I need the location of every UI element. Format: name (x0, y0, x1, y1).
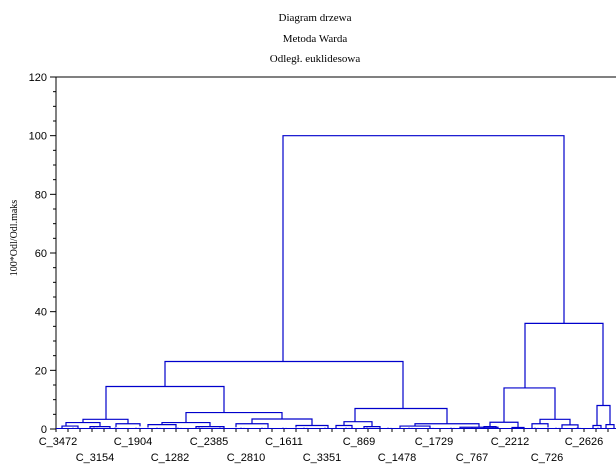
leaf-label: C_1904 (114, 436, 153, 448)
dendrogram-link (251, 418, 313, 426)
dendrogram-link (399, 425, 431, 429)
dendrogram-link (539, 418, 571, 425)
y-axis: 0 20 40 60 80 100 120 (29, 72, 616, 436)
dendrogram-link (592, 424, 602, 429)
leaf-label: C_2385 (190, 436, 229, 448)
leaf-label: C_3472 (39, 436, 78, 448)
chart-title: Diagram drzewa Metoda Warda Odległ. eukl… (270, 12, 361, 65)
dendrogram-link (61, 425, 79, 429)
dendrogram-link (503, 387, 556, 423)
title-line-2: Metoda Warda (283, 33, 348, 45)
dendrogram-link (483, 426, 497, 429)
dendrogram-link (605, 424, 615, 429)
dendrogram-link (105, 385, 225, 420)
title-line-1: Diagram drzewa (279, 12, 352, 24)
leaf-label: C_726 (531, 452, 563, 464)
y-tick-label: 0 (41, 424, 47, 436)
dendrogram-tree (56, 135, 616, 429)
leaf-label: C_869 (343, 436, 375, 448)
y-tick-label: 60 (35, 248, 47, 260)
y-tick-label: 120 (29, 72, 47, 84)
dendrogram-link (282, 135, 565, 362)
y-tick-label: 100 (29, 131, 47, 143)
dendrogram-link (596, 404, 611, 426)
leaf-label: C_2810 (227, 452, 266, 464)
leaf-label: C_1729 (415, 436, 454, 448)
dendrogram-link (524, 322, 604, 406)
dendrogram-link (561, 424, 579, 429)
title-line-3: Odległ. euklidesowa (270, 53, 361, 65)
dendrogram-link (147, 424, 177, 428)
dendrogram-link (363, 426, 381, 429)
y-tick-label: 80 (35, 189, 47, 201)
dendrogram-link (295, 424, 329, 429)
leaf-label: C_2212 (491, 436, 530, 448)
dendrogram-link (531, 423, 549, 429)
dendrogram-link (89, 426, 111, 429)
dendrogram-link (82, 418, 129, 424)
dendrogram-link (335, 424, 353, 429)
dendrogram-link (195, 426, 225, 429)
dendrogram-link (354, 407, 448, 424)
leaf-labels: C_3472 C_1904 C_2385 C_1611 C_869 C_1729 C_221… (39, 436, 604, 464)
dendrogram-link (65, 421, 101, 427)
leaf-label: C_1611 (265, 436, 303, 448)
y-tick-label: 20 (35, 365, 47, 377)
y-axis-label: 100*Odl/Odl.maks (9, 200, 20, 276)
dendrogram-link (115, 423, 141, 428)
dendrogram-link (161, 421, 211, 427)
leaf-label: C_1478 (378, 452, 417, 464)
dendrogram-link (164, 360, 404, 409)
dendrogram-link (489, 421, 519, 428)
dendrogram-link (343, 421, 373, 427)
leaf-label: C_3351 (303, 452, 342, 464)
dendrogram-link (185, 411, 283, 423)
leaf-label: C_3154 (76, 452, 115, 464)
y-tick-label: 40 (35, 307, 47, 319)
leaf-label: C_2626 (565, 436, 604, 448)
dendrogram-link (459, 426, 499, 429)
dendrogram-link (414, 423, 480, 428)
leaf-label: C_767 (456, 452, 488, 464)
dendrogram-link (235, 423, 269, 428)
leaf-label: C_1282 (151, 452, 190, 464)
